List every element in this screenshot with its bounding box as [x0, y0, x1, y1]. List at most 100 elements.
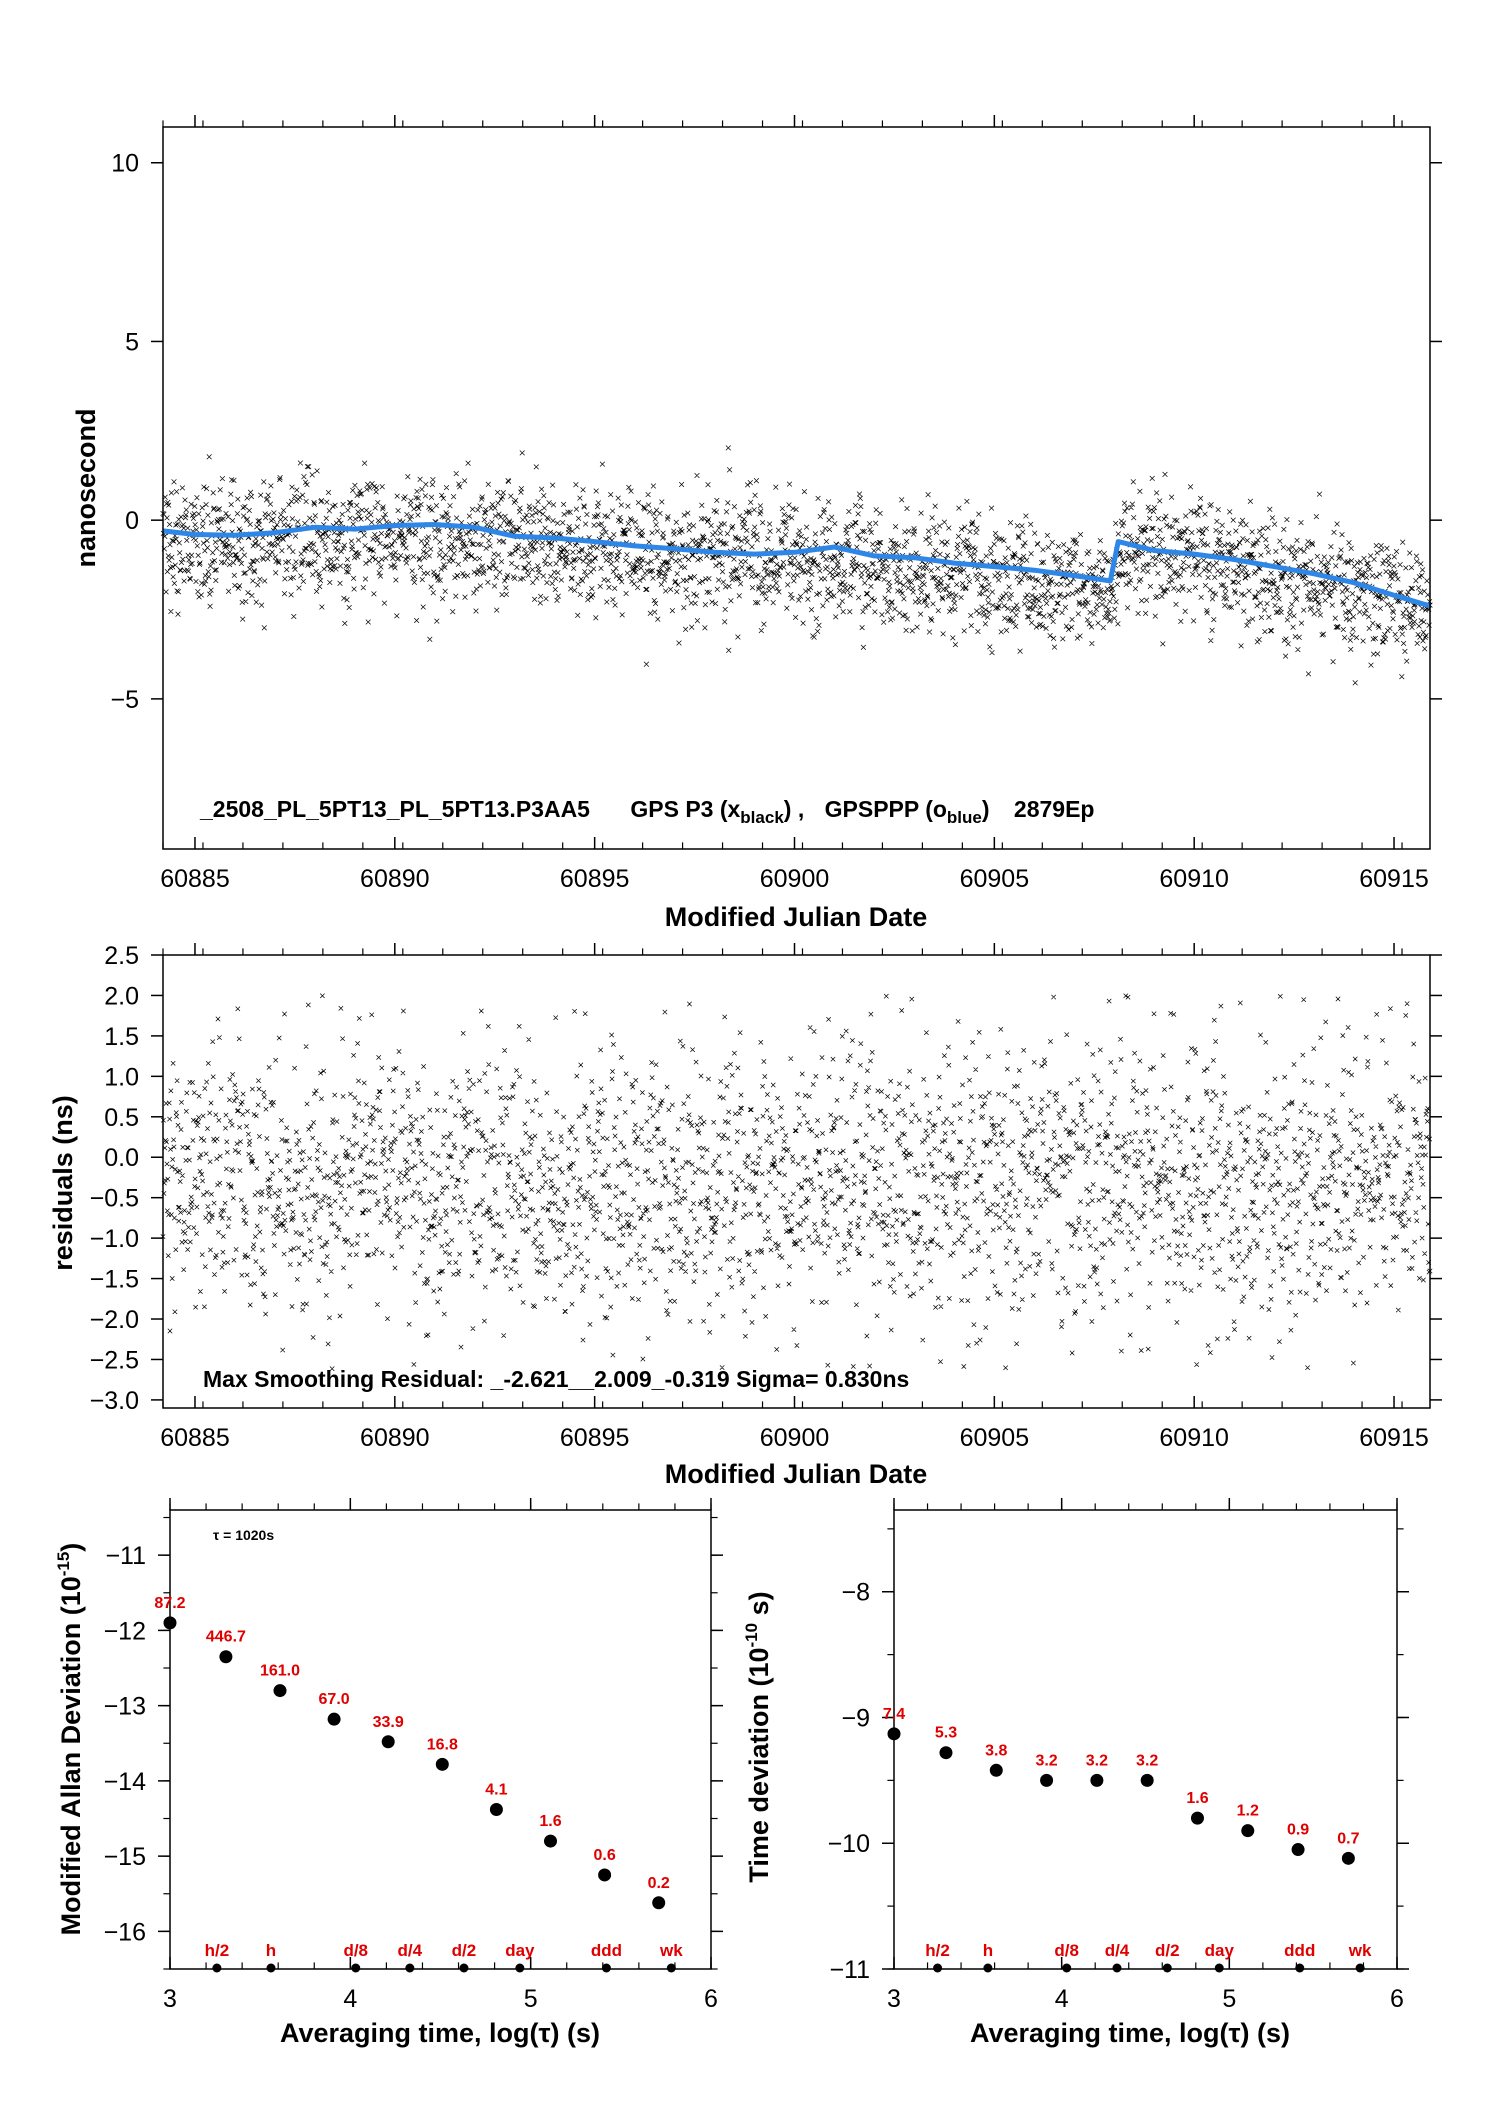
deviation-point	[1291, 1843, 1305, 1857]
deviation-point	[989, 1763, 1003, 1777]
deviation-point-label: 3.2	[1086, 1752, 1108, 1769]
time-marker-label: h	[983, 1941, 993, 1960]
time-marker-label: d/4	[1105, 1941, 1130, 1960]
time-marker-dot	[351, 1963, 361, 1973]
deviation-point	[1090, 1773, 1104, 1787]
deviation-point	[544, 1834, 558, 1848]
deviation-point-label: 87.2	[154, 1595, 185, 1612]
legend-gps-p3: GPS P3 (x	[630, 796, 740, 822]
deviation-point-label: 446.7	[206, 1629, 246, 1646]
time-marker-label: wk	[1348, 1941, 1372, 1960]
deviation-point	[219, 1650, 233, 1664]
tdev-xlabel: Averaging time, log(τ) (s)	[970, 2018, 1290, 2048]
x-tick-label: 60890	[360, 1424, 430, 1452]
deviation-point	[327, 1712, 341, 1726]
residuals-axes: 60885 60890 60895 60900 60905 60910 60915 −3.0 −…	[90, 942, 1442, 1452]
legend-sep: ) ,	[784, 796, 804, 822]
deviation-point	[939, 1746, 953, 1760]
residuals-ylabel: residuals (ns)	[48, 1095, 78, 1271]
time-marker-dot	[1162, 1963, 1172, 1973]
deviation-point-label: 0.2	[648, 1875, 670, 1892]
x-tick-label: 60890	[360, 865, 430, 893]
time-marker-dot	[212, 1963, 222, 1973]
time-marker-label: ddd	[591, 1941, 622, 1960]
tdev-ylabel-end: s)	[744, 1591, 774, 1623]
deviation-point-label: 1.2	[1237, 1803, 1259, 1820]
y-tick-label: 0.5	[104, 1104, 139, 1132]
x-tick-label: 60885	[160, 1424, 230, 1452]
epoch-count: 2879Ep	[1014, 796, 1095, 822]
y-tick-label: −13	[104, 1693, 146, 1721]
y-tick-label: 0.0	[104, 1144, 139, 1172]
x-tick-label: 5	[1222, 1985, 1236, 2013]
time-marker-dot	[1295, 1963, 1305, 1973]
time-marker-dot	[515, 1963, 525, 1973]
y-tick-label: 5	[125, 328, 139, 356]
x-tick-label: 60895	[560, 865, 630, 893]
time-marker-dot	[405, 1963, 415, 1973]
deviation-point-label: 4.1	[485, 1781, 507, 1798]
deviation-point	[435, 1757, 449, 1771]
y-tick-label: −12	[104, 1617, 146, 1645]
y-tick-label: 2.0	[104, 982, 139, 1010]
x-tick-label: 60900	[760, 1424, 830, 1452]
mdev-ylabel-end: )	[56, 1543, 86, 1552]
mdev-panel: 3 4 5 6 −11 −12 −13 −14 −15 −16 87.2 446.7 161.0 67.…	[54, 1498, 723, 2048]
time-marker-dot	[1355, 1963, 1365, 1973]
time-marker-dot	[666, 1963, 676, 1973]
deviation-point-label: 1.6	[1186, 1790, 1208, 1807]
y-tick-label: −1.0	[90, 1225, 139, 1253]
y-tick-label: −11	[105, 1542, 146, 1570]
tdev-axes: 3 4 5 6 −8 −9 −10 −11	[828, 1498, 1409, 2013]
deviation-point	[1341, 1851, 1355, 1865]
deviation-point	[887, 1727, 901, 1741]
deviation-point	[163, 1616, 177, 1630]
x-tick-label: 60905	[960, 865, 1030, 893]
deviation-point-label: 3.8	[985, 1742, 1007, 1759]
mdev-ylabel: Modified Allan Deviation (10-15)	[54, 1543, 86, 1936]
time-marker-dot	[1112, 1963, 1122, 1973]
time-marker-label: d/4	[398, 1941, 423, 1960]
deviation-point	[1140, 1773, 1154, 1787]
time-marker-label: day	[505, 1941, 535, 1960]
x-tick-label: 60915	[1359, 1424, 1429, 1452]
tdev-ylabel: Time deviation (10-10 s)	[742, 1591, 774, 1882]
timeseries-annotation: _2508_PL_5PT13_PL_5PT13.P3AA5 GPS P3 (xb…	[199, 796, 1094, 827]
time-marker-label: d/2	[452, 1941, 477, 1960]
time-marker-label: wk	[659, 1941, 683, 1960]
y-tick-label: −16	[104, 1918, 146, 1946]
residuals-xlabel: Modified Julian Date	[665, 1459, 928, 1489]
timeseries-frame	[162, 126, 1431, 850]
legend-gpsppp: GPSPPP (o	[825, 796, 947, 822]
x-tick-label: 60905	[960, 1424, 1030, 1452]
timeseries-axes: 60885 60890 60895 60900 60905 60910 60915 −5 0 5 1…	[110, 115, 1442, 893]
deviation-point-label: 0.7	[1337, 1830, 1359, 1847]
residuals-panel: 60885 60890 60895 60900 60905 60910 60915 −3.0 −…	[48, 942, 1442, 1489]
x-tick-label: 60895	[560, 1424, 630, 1452]
annotation-id: _2508_PL_5PT13_PL_5PT13.P3AA5	[199, 796, 590, 822]
y-tick-label: 1.5	[104, 1023, 139, 1051]
timeseries-ylabel: nanosecond	[71, 408, 101, 567]
deviation-point-label: 67.0	[319, 1691, 350, 1708]
deviation-point-label: 33.9	[373, 1714, 404, 1731]
deviation-point-label: 0.6	[593, 1847, 615, 1864]
legend-end: )	[982, 796, 990, 822]
y-tick-label: −3.0	[90, 1387, 139, 1415]
deviation-point-label: 1.6	[539, 1813, 561, 1830]
y-tick-label: −1.5	[90, 1266, 139, 1294]
timeseries-panel: 60885 60890 60895 60900 60905 60910 60915 −5 0 5 1…	[71, 115, 1442, 932]
time-marker-dot	[266, 1963, 276, 1973]
timeseries-xlabel: Modified Julian Date	[665, 902, 928, 932]
deviation-point	[598, 1868, 612, 1882]
mdev-tau-annotation: τ = 1020s	[213, 1527, 274, 1543]
y-tick-label: −15	[104, 1843, 146, 1871]
y-tick-label: −2.0	[90, 1306, 139, 1334]
time-marker-label: h	[266, 1941, 276, 1960]
mdev-data: 87.2 446.7 161.0 67.0 33.9 16.8 4.1 1.6 0.6 0.2 h/…	[154, 1595, 683, 1973]
x-tick-label: 4	[343, 1985, 357, 2013]
mdev-frame	[169, 1509, 712, 1970]
y-tick-label: 0	[125, 507, 139, 535]
time-marker-dot	[1062, 1963, 1072, 1973]
deviation-point	[1040, 1773, 1054, 1787]
tdev-panel: 3 4 5 6 −8 −9 −10 −11 7.4 5.3 3.8 3.2 3.2 3.2 1.6 1.2 0…	[742, 1498, 1409, 2048]
